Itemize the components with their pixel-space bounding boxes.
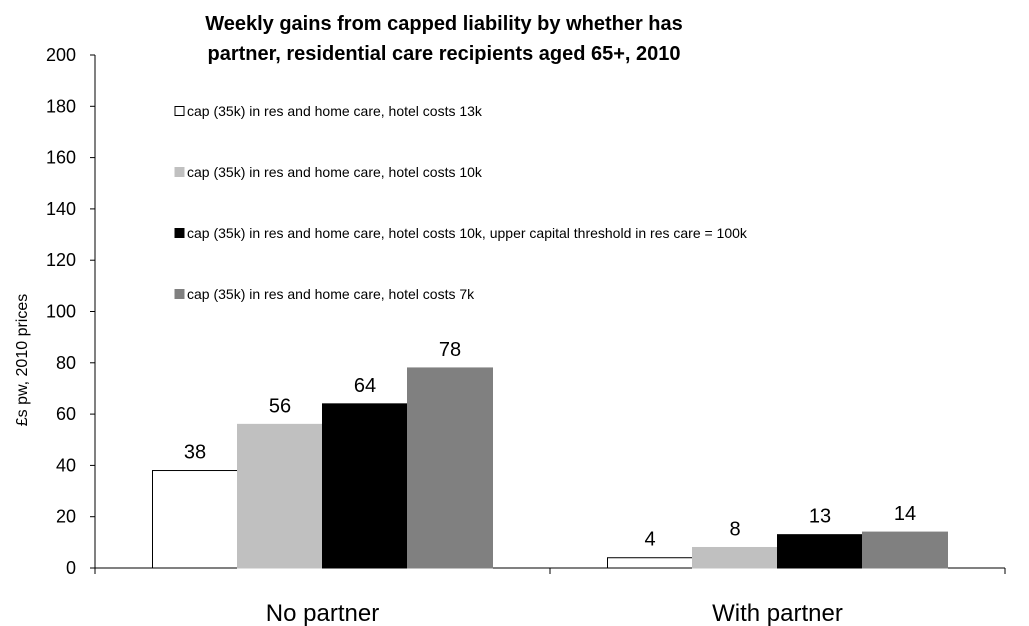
x-tick-label: No partner	[266, 600, 379, 626]
data-label: 13	[809, 506, 831, 528]
legend-label: cap (35k) in res and home care, hotel co…	[187, 286, 475, 302]
legend-swatch	[174, 106, 185, 116]
bar	[322, 403, 408, 569]
y-tick-label: 20	[56, 507, 76, 527]
data-label: 78	[439, 339, 461, 361]
bar	[777, 534, 863, 569]
bar	[152, 470, 238, 569]
bar	[237, 423, 323, 569]
data-label: 64	[354, 375, 376, 397]
y-tick-label: 140	[46, 199, 76, 219]
legend-swatch	[174, 228, 185, 238]
legend-label: cap (35k) in res and home care, hotel co…	[187, 225, 748, 241]
y-tick-label: 60	[56, 404, 76, 424]
legend-label: cap (35k) in res and home care, hotel co…	[187, 164, 483, 180]
data-label: 4	[644, 529, 655, 551]
legend-label: cap (35k) in res and home care, hotel co…	[187, 103, 483, 119]
bar	[692, 546, 778, 569]
data-label: 14	[894, 503, 916, 525]
y-tick-label: 200	[46, 45, 76, 65]
legend: cap (35k) in res and home care, hotel co…	[174, 103, 748, 302]
y-tick-label: 40	[56, 455, 76, 475]
chart-title-line-1: Weekly gains from capped liability by wh…	[205, 13, 683, 35]
y-tick-label: 180	[46, 96, 76, 116]
y-tick-label: 160	[46, 148, 76, 168]
chart-title-line-2: partner, residential care recipients age…	[207, 43, 680, 65]
y-axis-label: £s pw, 2010 prices	[14, 294, 31, 427]
data-label: 8	[729, 518, 740, 540]
data-label: 38	[184, 442, 206, 464]
legend-swatch	[174, 167, 185, 177]
y-tick-label: 80	[56, 353, 76, 373]
chart-title: Weekly gains from capped liability by wh…	[205, 13, 683, 65]
bar	[862, 531, 948, 569]
y-tick-label: 120	[46, 250, 76, 270]
x-tick-label: With partner	[712, 600, 843, 626]
y-tick-label: 0	[66, 558, 76, 578]
y-tick-label: 100	[46, 302, 76, 322]
plot-area: 0 20 40 60 80 100 120 140 160 180 200 38 56 64 78 No pa…	[46, 45, 1006, 626]
data-label: 56	[269, 395, 291, 417]
bar	[607, 557, 693, 569]
bar	[407, 367, 493, 569]
legend-swatch	[174, 289, 185, 299]
